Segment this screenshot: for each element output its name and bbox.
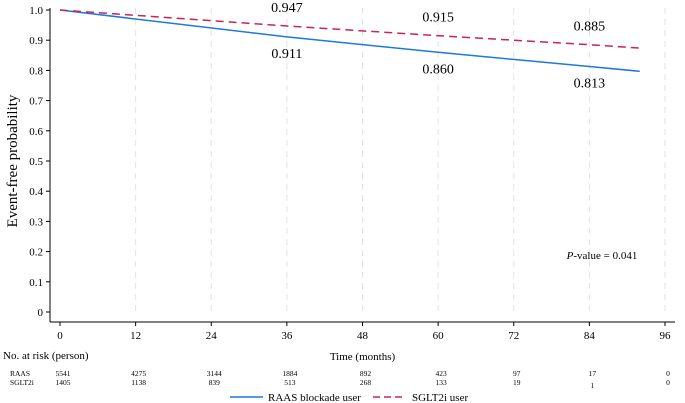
risk-table-row-label: RAAS [10,369,30,378]
y-tick-label: 0.4 [29,186,43,198]
data-label: 0.947 [271,1,303,16]
x-tick-label: 0 [57,330,63,342]
p-value-text: -value = 0.041 [573,250,637,262]
x-tick-label: 84 [584,330,596,342]
risk-table-cell: 17 [589,369,597,378]
x-tick-label: 96 [660,330,672,342]
data-label: 0.911 [271,47,302,62]
y-tick-label: 1.0 [29,5,43,17]
risk-table-header: No. at risk (person) [3,350,89,362]
series-line-sglt2i [59,9,640,49]
y-axis-title: Event-free probability [5,94,21,227]
risk-table-cell: 1405 [56,378,71,387]
x-tick-label: 24 [206,330,218,342]
y-tick-label: 0.7 [29,96,43,108]
risk-table-cell: 1 [591,381,595,390]
y-tick-label: 0.3 [29,216,43,228]
y-tick-label: 0.2 [29,247,43,259]
x-tick-label: 12 [130,330,141,342]
risk-table-cell: 892 [360,369,372,378]
data-label: 0.860 [422,62,454,77]
y-tick-label: 0.5 [29,156,43,168]
p-value-annotation: P-value = 0.041 [566,250,638,262]
risk-table-cell: 0 [666,378,670,387]
risk-table-cell: 3144 [207,369,222,378]
risk-table-cell: 5541 [56,369,71,378]
risk-table-row-label: SGLT2i [10,378,34,387]
risk-table-cell: 1884 [282,369,297,378]
data-label: 0.813 [574,76,606,91]
risk-table-cell: 423 [436,369,448,378]
risk-table-cell: 513 [284,378,296,387]
risk-table-cell: 19 [513,378,521,387]
x-tick-label: 48 [357,330,369,342]
risk-table-cell: 133 [436,378,448,387]
plot-area: 0 0.1 0.2 0.3 0.4 0.5 0.6 0.7 0.8 0.9 1.0 0 12 24 36 48… [3,1,675,403]
risk-table-cell: 0 [666,369,670,378]
series-line-raas [59,9,640,73]
y-tick-label: 0 [38,307,44,319]
x-tick-label: 36 [281,330,293,342]
risk-table-cell: 268 [360,378,372,387]
data-label: 0.885 [574,20,606,35]
y-tick-label: 0.9 [29,35,43,47]
y-tick-label: 0.1 [29,277,43,289]
risk-table-cell: 1138 [131,378,146,387]
x-tick-label: 72 [508,330,519,342]
data-label: 0.915 [422,11,454,26]
risk-table-cell: 839 [209,378,221,387]
legend-label-sglt2i: SGLT2i user [412,392,468,403]
risk-table-cell: 4275 [131,369,146,378]
y-tick-label: 0.8 [29,65,43,77]
x-axis-title: Time (months) [330,351,396,363]
x-tick-label: 60 [433,330,445,342]
risk-table-cell: 97 [513,369,521,378]
p-value-symbol: P [566,250,574,262]
legend-label-raas: RAAS blockade user [268,392,361,403]
y-tick-label: 0.6 [29,126,43,138]
